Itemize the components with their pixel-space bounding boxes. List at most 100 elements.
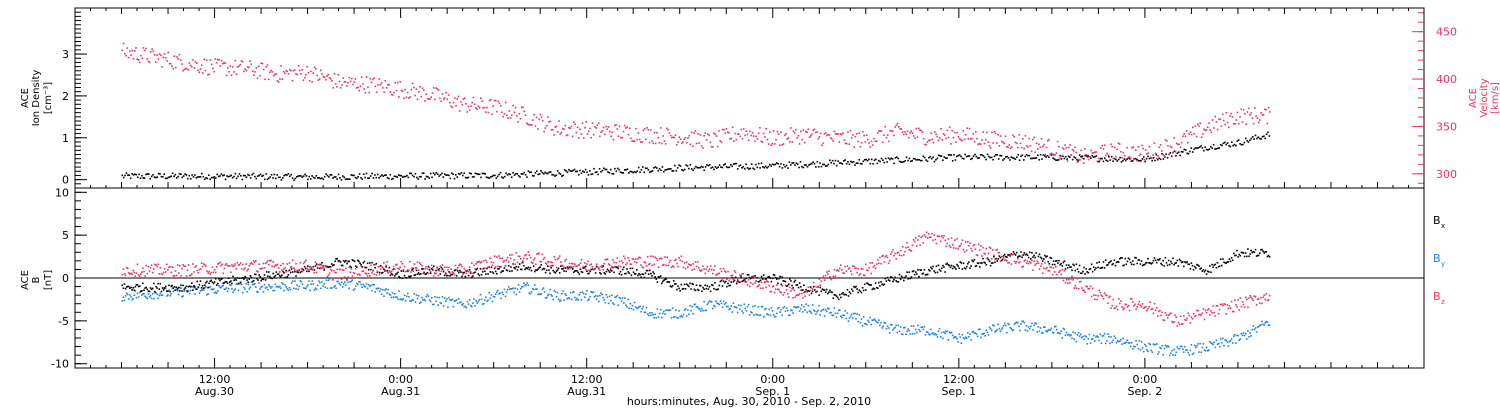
by-series-point [291,280,294,282]
density-series-point [802,166,805,169]
by-series-point [657,316,660,318]
bx-series-point [710,284,713,286]
by-series-point [1043,326,1045,328]
by-series-point [1102,335,1105,337]
bx-series-point [908,271,910,273]
bx-series-point [1113,259,1116,261]
by-series-point [443,297,446,299]
density-series-point [293,179,295,181]
bz-series-point [281,269,283,271]
bz-series-point [760,281,763,284]
density-series-point [816,160,819,163]
by-series-point [626,306,628,308]
bx-series-point [903,279,905,282]
by-series-point [771,310,774,312]
by-series-point [191,285,193,288]
bz-series-point [680,255,683,258]
bx-series-point [1177,265,1180,267]
bz-series-point [862,274,865,276]
velocity-series-point [204,69,207,72]
by-series-point [794,306,797,309]
velocity-series-point [888,140,890,143]
bz-series-point [664,256,666,258]
bz-series-point [691,269,693,271]
density-series-point [745,163,747,166]
bx-series-point [258,274,260,276]
density-series-point [822,163,824,166]
bx-series-point [424,273,426,275]
density-series-point [1011,157,1014,159]
density-series-point [1110,155,1113,158]
bz-series-point [742,272,744,275]
bx-series-point [169,290,171,293]
bx-series-point [367,268,370,271]
density-series-point [1074,157,1077,159]
bz-series-point [398,268,400,270]
density-series-point [713,168,715,171]
velocity-series-point [550,129,553,131]
velocity-series-point [810,135,812,137]
velocity-series-point [917,127,920,130]
by-series-point [632,308,635,311]
bz-series-point [858,274,861,276]
by-series-point [159,292,162,295]
bz-series-point [283,268,285,270]
velocity-series-point [1104,144,1106,147]
velocity-series-point [445,91,447,94]
density-series-point [427,176,429,178]
bz-series-point [773,291,776,294]
density-series-point [603,167,605,170]
velocity-series-point [1081,157,1084,159]
bz-series-point [853,265,855,268]
by-series-point [364,286,367,288]
bx-series-point [286,275,289,278]
velocity-series-point [337,73,339,76]
bx-series-point [894,276,896,279]
by-series-point [238,283,241,285]
velocity-series-point [1131,146,1133,149]
velocity-series-point [342,77,344,79]
density-series-point [889,158,891,161]
bx-series-point [1039,256,1042,259]
by-series-point [1074,332,1077,334]
bx-series-point [1151,262,1154,264]
bz-series-point [630,263,633,266]
bx-series-point [473,271,475,274]
density-series-point [897,157,899,160]
bz-series-point [672,266,675,268]
velocity-series-point [320,69,322,72]
by-series-point [1120,338,1122,341]
bz-series-point [215,266,218,268]
bz-series-point [205,265,207,268]
velocity-series-point [325,78,327,81]
by-series-point [888,332,891,334]
by-series-point [854,312,856,315]
density-series-point [815,166,817,168]
bx-series-point [319,267,321,270]
bx-series-point [952,265,955,268]
by-series-point [603,299,605,301]
density-series-point [580,172,583,174]
bx-series-point [645,269,648,272]
velocity-series-point [880,130,883,132]
velocity-series-point [264,78,266,81]
by-series-point [1226,341,1229,343]
velocity-series-point [625,127,627,129]
density-series-point [202,175,205,178]
bx-series-point [1238,253,1240,256]
density-series-point [702,166,704,168]
bz-series-point [669,259,672,262]
by-series-point [352,289,355,291]
bx-series-point [779,275,781,278]
by-series-point [901,333,904,336]
bx-series-point [1235,254,1237,257]
velocity-series-point [140,54,142,57]
density-series-point [929,155,932,158]
velocity-series-point [455,104,457,107]
bz-series-point [125,266,128,269]
bx-series-point [886,276,889,279]
velocity-series-point [1020,146,1023,149]
by-series-point [377,287,380,289]
by-series-point [1014,322,1017,324]
bx-series-point [1112,262,1115,265]
